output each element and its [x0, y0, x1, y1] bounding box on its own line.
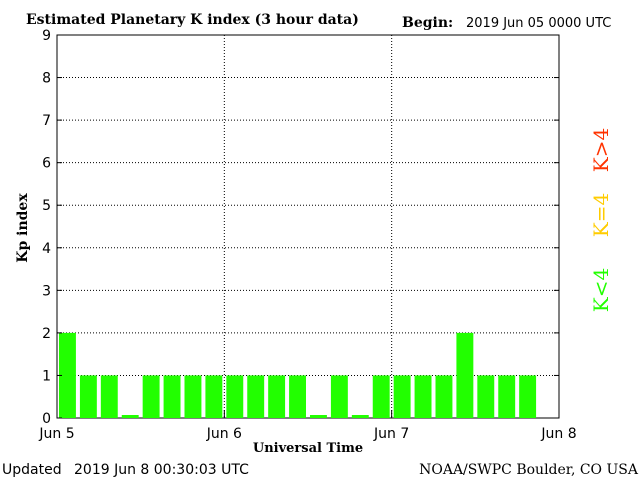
kp-bar [268, 375, 286, 418]
y-tick-label: 2 [42, 326, 51, 342]
x-tick-label: Jun 8 [540, 426, 576, 442]
y-tick-label: 0 [42, 411, 51, 427]
kp-bar [100, 375, 118, 418]
kp-bar [205, 375, 223, 418]
kp-bar [435, 375, 453, 418]
y-tick-label: 6 [42, 156, 51, 172]
y-tick-label: 8 [42, 71, 51, 87]
kp-bar [414, 375, 432, 418]
x-axis-ticks: Jun 5 Jun 6 Jun 7 Jun 8 [38, 410, 577, 442]
plot-frame [56, 34, 560, 419]
y-axis-label: Kp index [15, 193, 31, 263]
updated-label: Updated [2, 462, 62, 478]
bar-series [59, 332, 537, 418]
y-tick-label: 3 [42, 283, 51, 299]
x-axis-label: Universal Time [253, 441, 363, 456]
kp-bar [351, 415, 369, 418]
begin-value: 2019 Jun 05 0000 UTC [466, 16, 611, 31]
y-tick-label: 5 [42, 198, 51, 214]
kp-bar [393, 375, 411, 418]
kp-bar [372, 375, 390, 418]
chart-legend: K>4 K=4 K<4 [589, 128, 613, 312]
kp-bar [289, 375, 306, 418]
kp-bar [79, 375, 97, 418]
kp-bar [477, 375, 495, 418]
y-tick-label: 7 [42, 113, 51, 129]
kp-bar [121, 415, 139, 418]
y-tick-label: 4 [42, 241, 51, 257]
kp-bar [456, 332, 474, 418]
kp-bar [184, 375, 202, 418]
kp-bar [226, 375, 244, 418]
y-tick-label: 1 [42, 368, 51, 384]
kp-bar [247, 375, 265, 418]
begin-label: Begin: [402, 15, 453, 31]
chart-title: Estimated Planetary K index (3 hour data… [26, 12, 359, 28]
kp-bar [519, 375, 537, 418]
x-tick-label: Jun 7 [373, 426, 409, 442]
kp-bar [498, 375, 516, 418]
kp-bar [163, 375, 181, 418]
kp-bar [310, 415, 327, 418]
kp-bar [330, 375, 348, 418]
x-tick-label: Jun 5 [38, 426, 74, 442]
legend-item: K>4 [589, 128, 613, 172]
kp-bar [142, 375, 160, 418]
legend-item: K<4 [589, 268, 613, 312]
y-tick-label: 9 [42, 28, 51, 44]
legend-item: K=4 [589, 193, 613, 237]
credit-text: NOAA/SWPC Boulder, CO USA [419, 462, 639, 478]
y-axis-ticks: 0 1 2 3 4 5 6 7 8 9 [42, 28, 559, 427]
grid-lines [57, 35, 559, 418]
x-tick-label: Jun 6 [206, 426, 242, 442]
updated-value: 2019 Jun 8 00:30:03 UTC [74, 462, 249, 478]
kp-bar [59, 332, 76, 418]
